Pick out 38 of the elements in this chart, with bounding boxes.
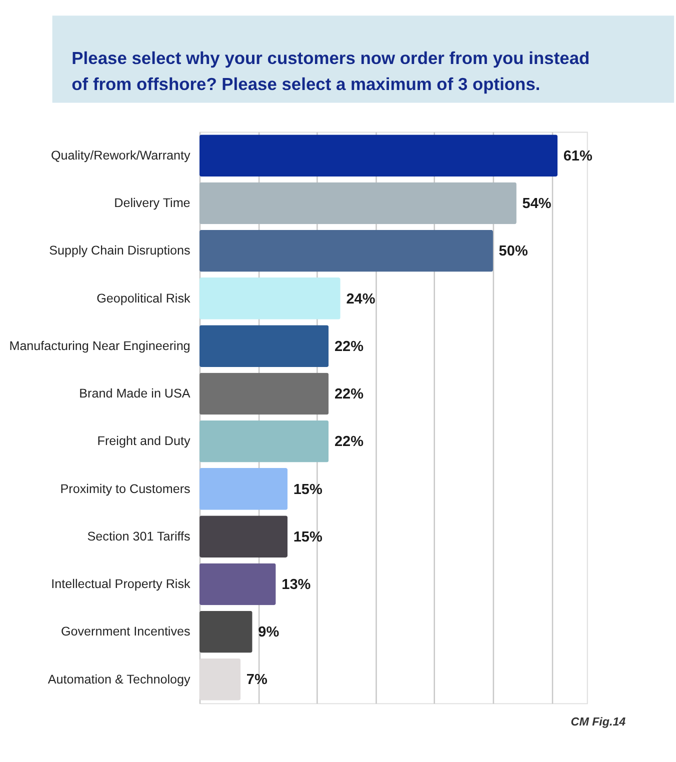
bar — [200, 563, 276, 606]
bar — [200, 182, 516, 224]
bar — [200, 516, 288, 558]
data-label: 9% — [258, 624, 280, 641]
bar — [200, 230, 493, 272]
bar — [200, 610, 252, 653]
data-label: 50% — [498, 244, 528, 260]
data-label: 22% — [334, 338, 364, 355]
y-tick-label: Geopolitical Risk — [96, 291, 192, 306]
data-label: 24% — [346, 291, 376, 308]
bar — [200, 134, 558, 177]
y-tick-label: Automation & Technology — [48, 672, 192, 686]
data-label: 22% — [334, 386, 364, 403]
y-tick-label: Section 301 Tariffs — [87, 529, 190, 544]
data-label: 7% — [246, 672, 268, 688]
y-tick-label: Intellectual Property Risk — [51, 577, 192, 592]
data-label: 15% — [293, 482, 323, 498]
chart-title: Please select why your customers now order from you instead of from offshore? Please select a maximum of 3 options. — [72, 48, 590, 94]
bar — [200, 278, 340, 320]
y-tick-label: Supply Chain Disruptions — [49, 244, 190, 258]
data-label: 22% — [334, 434, 364, 450]
y-tick-label: Manufacturing Near Engineering — [9, 338, 190, 353]
bar — [200, 658, 241, 700]
data-label: 61% — [563, 148, 593, 164]
y-tick-label: Brand Made in USA — [79, 386, 191, 401]
y-tick-label: Government Incentives — [60, 624, 190, 639]
y-tick-label: Delivery Time — [114, 196, 190, 210]
data-label: 54% — [522, 196, 552, 212]
y-tick-label: Freight and Duty — [97, 434, 191, 448]
data-label: 13% — [282, 577, 311, 594]
text: CM Fig.14 — [570, 715, 626, 728]
y-tick-label: Quality/Rework/Warranty — [50, 148, 192, 162]
data-label: 15% — [293, 529, 323, 546]
bar — [200, 420, 329, 462]
y-tick-label: Proximity to Customers — [60, 482, 190, 496]
bar — [200, 325, 329, 368]
bar — [200, 372, 329, 415]
bar — [200, 468, 288, 510]
